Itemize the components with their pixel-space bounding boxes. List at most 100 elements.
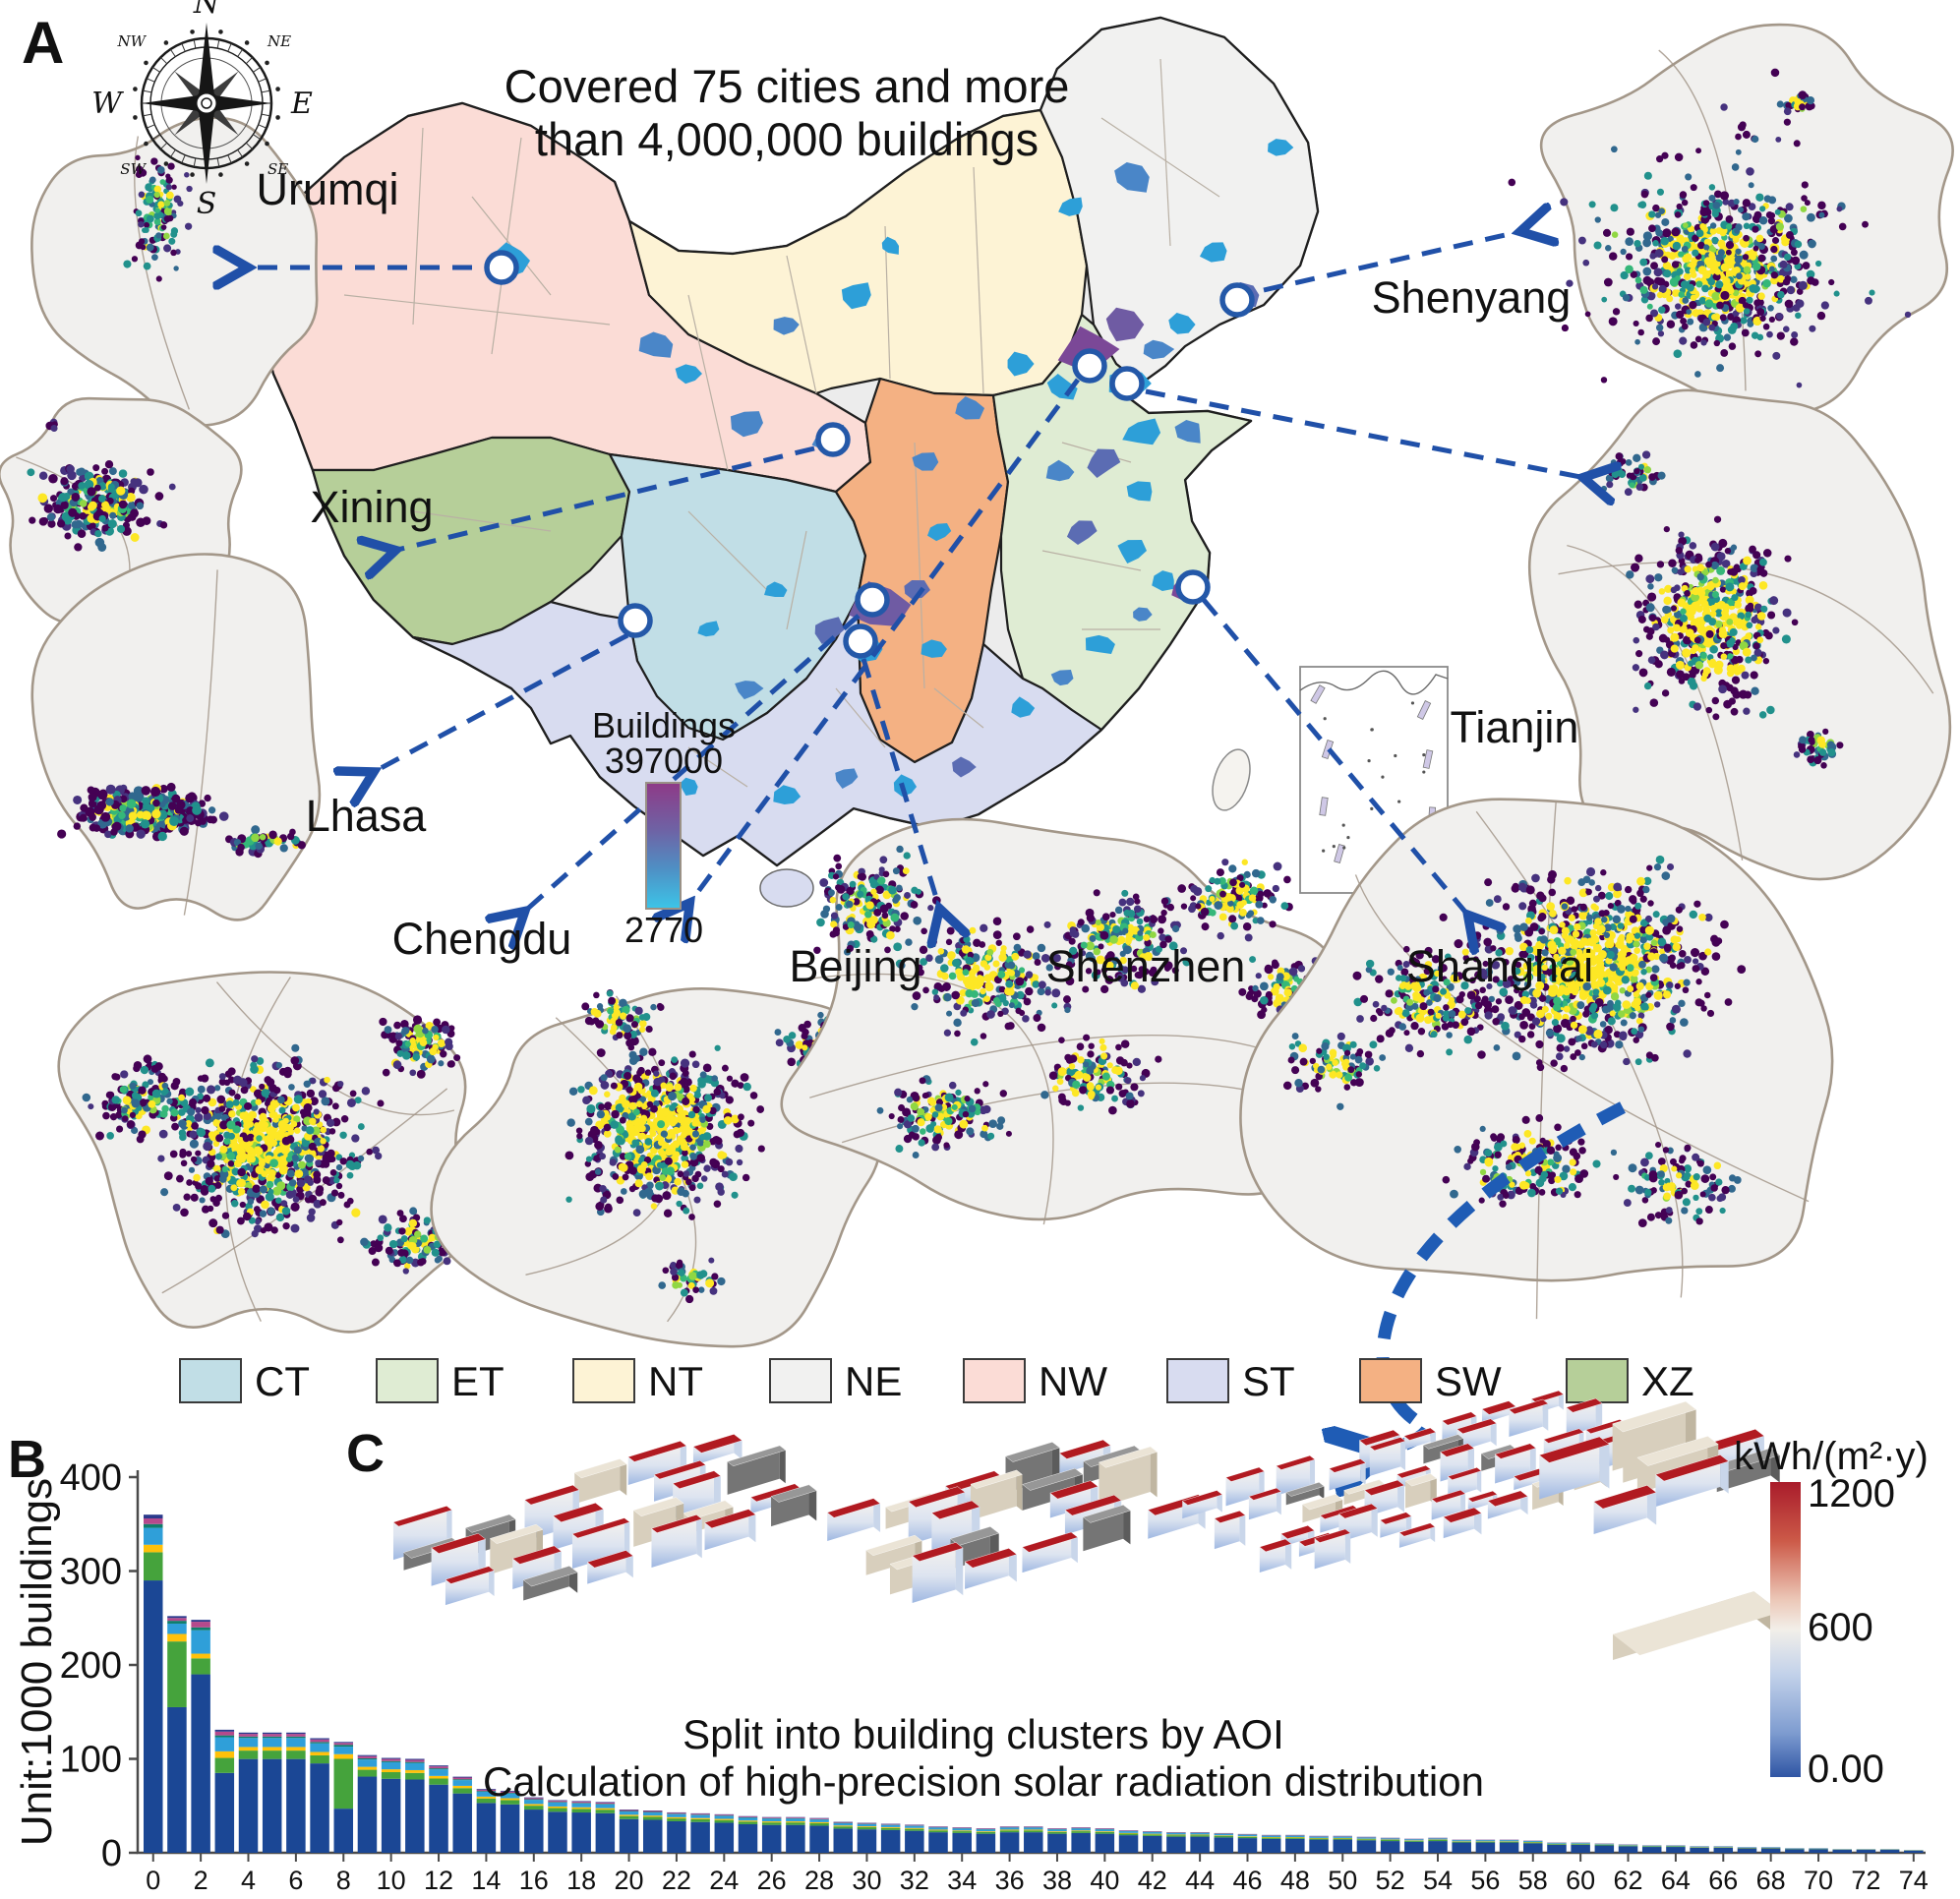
province-border — [786, 255, 817, 394]
building-dot — [336, 1236, 344, 1244]
building-dot — [747, 1119, 755, 1127]
building-dot — [131, 1098, 141, 1108]
building-dot — [214, 1112, 222, 1120]
building-dot — [1770, 271, 1778, 279]
building-dot — [1769, 596, 1779, 606]
city-patch — [697, 621, 720, 637]
building-dot — [239, 1201, 246, 1209]
building-dot — [638, 1156, 645, 1163]
building-dot — [1657, 471, 1666, 480]
building-dot — [283, 1066, 293, 1076]
building-dot — [1158, 915, 1167, 924]
building-dot — [281, 1136, 291, 1146]
building-dot — [1776, 100, 1784, 108]
building-dot — [628, 1101, 637, 1110]
building-dot — [1620, 270, 1629, 280]
building-dot — [97, 543, 107, 552]
building-dot — [281, 1207, 291, 1216]
building-dot — [1695, 280, 1703, 288]
building-dot — [377, 1234, 385, 1242]
building-dot — [162, 232, 170, 240]
city-patch — [1011, 696, 1036, 718]
building-dot — [1257, 890, 1265, 898]
building-dot — [1676, 670, 1685, 680]
building-dot — [628, 1050, 637, 1059]
building-dot — [1675, 660, 1685, 670]
building-dot — [1661, 217, 1670, 226]
building-dot — [1758, 580, 1768, 590]
building-dot — [1634, 554, 1643, 563]
building-dot — [1687, 678, 1696, 686]
building-dot — [135, 241, 144, 250]
building-dot — [1708, 252, 1715, 259]
building-dot — [615, 1018, 624, 1027]
building-dot — [1794, 240, 1803, 249]
city-patch — [680, 777, 698, 797]
building-dot — [1670, 644, 1679, 653]
city-patch — [912, 452, 939, 471]
building-dot — [322, 1176, 330, 1185]
building-dot — [699, 1133, 707, 1141]
building-dot — [738, 1113, 744, 1121]
building-dot — [1008, 970, 1016, 977]
building-dot — [721, 1064, 729, 1072]
building-dot — [865, 901, 874, 910]
building-dot — [157, 211, 164, 218]
building-dot — [1865, 296, 1872, 305]
building-dot — [161, 1082, 169, 1090]
building-dot — [27, 468, 35, 477]
city-marker — [815, 422, 851, 457]
building-dot — [266, 1078, 275, 1087]
building-dot — [307, 1179, 314, 1186]
building-dot — [142, 516, 151, 525]
building-dot — [88, 799, 97, 808]
building-dot — [1625, 237, 1634, 246]
building-dot — [394, 1033, 402, 1040]
city-patch — [1126, 481, 1153, 502]
building-dot — [116, 1125, 124, 1133]
building-dot — [706, 1122, 714, 1130]
building-dot — [226, 1152, 235, 1160]
building-dot — [704, 1094, 712, 1102]
building-dot — [147, 1079, 154, 1086]
building-dot — [731, 1191, 739, 1199]
building-dot — [1679, 191, 1688, 199]
building-dot — [201, 1205, 210, 1214]
building-dot — [941, 972, 949, 980]
building-dot — [1280, 902, 1289, 911]
building-dot — [1209, 896, 1216, 903]
building-dot — [407, 1241, 416, 1250]
building-dot — [1006, 1022, 1015, 1031]
building-dot — [1241, 859, 1248, 865]
building-dot — [253, 1206, 261, 1213]
building-dot — [285, 1156, 293, 1162]
city-marker — [1219, 282, 1255, 318]
building-dot — [705, 1278, 715, 1288]
building-dot — [208, 806, 216, 814]
building-dot — [130, 508, 140, 518]
inset-outline-urumqi — [30, 116, 319, 427]
building-dot — [625, 1014, 634, 1023]
building-dot — [639, 1096, 647, 1102]
building-dot — [1806, 95, 1815, 105]
building-dot — [128, 487, 136, 495]
building-dot — [713, 1200, 722, 1209]
building-dot — [1582, 259, 1590, 267]
building-dot — [1680, 318, 1688, 325]
building-dot — [1624, 488, 1633, 497]
building-dot — [1214, 901, 1223, 910]
building-dot — [371, 1258, 380, 1267]
building-dot — [1818, 741, 1826, 748]
building-dot — [645, 1172, 654, 1181]
building-dot — [636, 1164, 646, 1174]
building-dot — [624, 1032, 632, 1040]
building-dot — [1251, 868, 1261, 878]
building-dot — [1728, 342, 1737, 350]
building-dot — [1034, 959, 1041, 966]
building-dot — [254, 1217, 262, 1225]
building-dot — [1766, 705, 1775, 715]
building-dot — [153, 191, 160, 199]
building-dot — [1772, 351, 1781, 360]
building-dot — [237, 843, 245, 852]
building-dot — [330, 1189, 339, 1197]
